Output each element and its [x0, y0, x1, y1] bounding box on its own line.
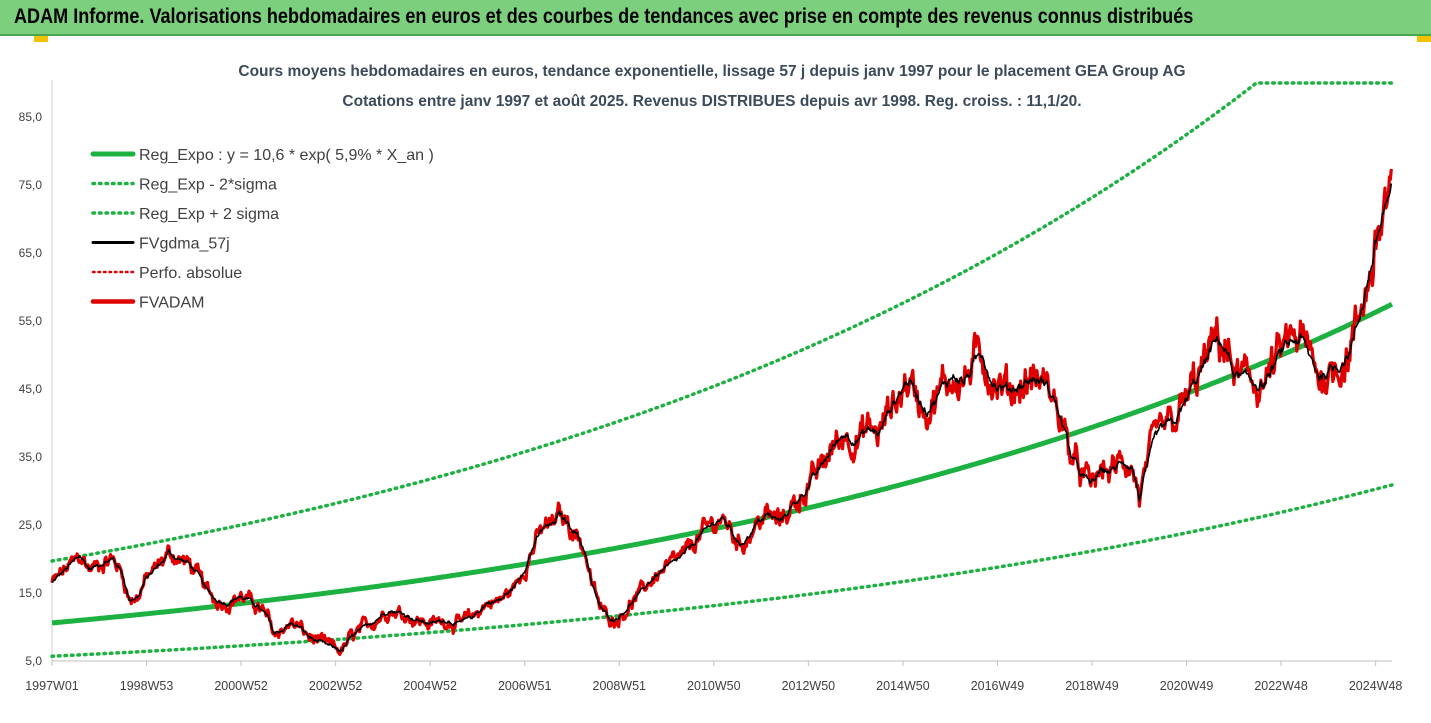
x-tick-label: 2018W49 [1065, 679, 1119, 693]
chart-area: Cours moyens hebdomadaires en euros, ten… [0, 38, 1431, 718]
series-fvadam [50, 168, 1393, 656]
x-tick-label: 2016W49 [971, 679, 1025, 693]
y-tick-label: 75,0 [19, 178, 43, 192]
y-tick-label: 15,0 [19, 586, 43, 600]
report-banner: ADAM Informe. Valorisations hebdomadaire… [0, 0, 1431, 36]
corner-marker-left [34, 36, 48, 42]
legend-label: FVgdma_57j [139, 236, 230, 253]
series-reg-exp-plus-2sigma [50, 81, 1394, 563]
x-tick-label: 2010W50 [687, 679, 741, 693]
y-tick-label: 45,0 [19, 382, 43, 396]
x-tick-label: 2020W49 [1160, 679, 1214, 693]
legend-label: FVADAM [139, 295, 204, 312]
x-tick-label: 2012W50 [782, 679, 836, 693]
report-title: ADAM Informe. Valorisations hebdomadaire… [14, 5, 1194, 28]
x-tick-label: 2024W48 [1349, 679, 1403, 693]
y-tick-label: 25,0 [19, 518, 43, 532]
y-tick-label: 5,0 [25, 654, 42, 668]
chart-title: Cours moyens hebdomadaires en euros, ten… [238, 63, 1185, 80]
x-tick-label: 1998W53 [120, 679, 174, 693]
legend-label: Reg_Expo : y = 10,6 * exp( 5,9% * X_an ) [139, 147, 434, 164]
x-tick-label: 2002W52 [309, 679, 363, 693]
chart-subtitle: Cotations entre janv 1997 et août 2025. … [342, 93, 1081, 110]
plot-series [50, 81, 1394, 658]
series-reg-expo [51, 301, 1394, 626]
y-tick-label: 65,0 [19, 246, 43, 260]
legend-label: Reg_Exp + 2 sigma [139, 206, 279, 223]
x-tick-label: 2006W51 [498, 679, 552, 693]
legend: Reg_Expo : y = 10,6 * exp( 5,9% * X_an )… [90, 147, 434, 312]
x-tick-label: 2000W52 [214, 679, 268, 693]
corner-marker-right [1417, 36, 1431, 42]
y-tick-label: 85,0 [19, 110, 43, 124]
y-axis-ticks: 5,0 15,0 25,0 35,0 45,0 55,0 65,0 75,0 85,0 [19, 110, 43, 668]
legend-label: Perfo. absolue [139, 265, 242, 282]
series-fvgdma-57j [51, 183, 1393, 653]
y-tick-label: 55,0 [19, 314, 43, 328]
x-tick-label: 1997W01 [25, 679, 79, 693]
x-tick-label: 2022W48 [1254, 679, 1308, 693]
x-tick-label: 2008W51 [593, 679, 647, 693]
price-chart: Cours moyens hebdomadaires en euros, ten… [19, 63, 1403, 693]
x-tick-label: 2004W52 [403, 679, 457, 693]
x-axis-ticks: 1997W01 1998W53 2000W52 2002W52 2004W52 2006W… [25, 661, 1402, 693]
series-reg-exp-minus-2sigma [50, 483, 1394, 658]
y-tick-label: 35,0 [19, 450, 43, 464]
x-tick-label: 2014W50 [876, 679, 930, 693]
legend-label: Reg_Exp - 2*sigma [139, 177, 277, 194]
